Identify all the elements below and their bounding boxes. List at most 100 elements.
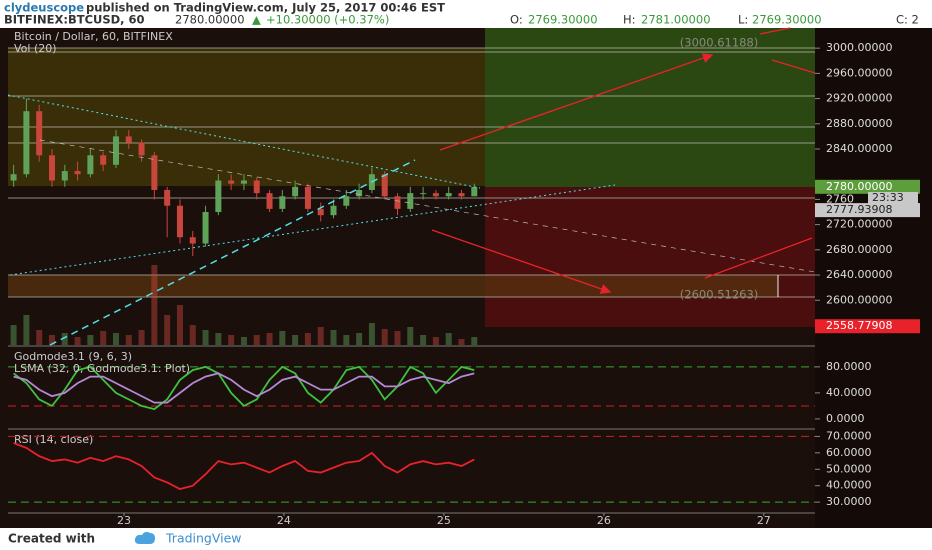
volume-bar [138, 330, 145, 345]
low: 2769.30000 [752, 13, 822, 27]
volume-bar [432, 337, 439, 345]
price-label: 2780.00000 [826, 180, 892, 193]
y-tick-label: 2600.00000 [826, 293, 892, 306]
volume-bar [368, 323, 375, 345]
y-tick-label: 2920.00000 [826, 92, 892, 105]
change-arrow: ▲ [252, 13, 261, 27]
annotation: (3000.61188) [680, 35, 758, 49]
y-tick-label: 2840.00000 [826, 142, 892, 155]
y-tick-label: 2760 [826, 192, 854, 205]
y-tick-label: 2720.00000 [826, 218, 892, 231]
volume-bar [215, 333, 222, 345]
volume-label: Vol (20) [14, 42, 57, 55]
volume-bar [10, 325, 17, 345]
candle-body [432, 193, 439, 197]
volume-bar [343, 335, 350, 345]
volume-bar [420, 335, 427, 345]
candle-body [74, 171, 81, 175]
open: 2769.30000 [528, 13, 598, 27]
candle-body [138, 142, 145, 156]
y-tick-label: 0.0000 [826, 412, 865, 425]
price-label: 2777.93908 [826, 203, 892, 216]
volume-bar [381, 329, 388, 345]
volume-bar [125, 335, 132, 345]
y-tick-label: 30.0000 [826, 495, 872, 508]
volume-bar [394, 331, 401, 345]
candle-body [100, 155, 107, 165]
panel-title: Godmode3.1 (9, 6, 3) [14, 350, 132, 363]
y-tick-label: 70.0000 [826, 429, 872, 442]
header-bar [0, 0, 932, 28]
candle-body [292, 186, 299, 197]
panel-title: Bitcoin / Dollar, 60, BITFINEX [14, 30, 173, 43]
volume-bar [228, 335, 235, 345]
candle-body [215, 180, 222, 213]
x-tick-label: 26 [597, 514, 611, 527]
created-with: Created with [8, 532, 95, 546]
volume-bar [112, 333, 119, 345]
author[interactable]: clydeuscope [4, 1, 84, 15]
x-tick-label: 23 [117, 514, 131, 527]
candle-body [36, 111, 43, 156]
candle-body [407, 193, 414, 209]
legend-entry: LSMA (32, 0, Godmode3.1: Plot) [14, 362, 190, 375]
candle-body [228, 180, 235, 184]
countdown-box [868, 192, 918, 204]
brand[interactable]: TradingView [165, 531, 242, 546]
volume-bar [48, 335, 55, 345]
candle-body [279, 196, 286, 209]
x-tick-label: 24 [277, 514, 291, 527]
volume-bar [74, 337, 81, 345]
x-tick-label: 25 [437, 514, 451, 527]
candle-body [10, 174, 17, 181]
drawings [7, 27, 816, 346]
logo [134, 531, 155, 544]
high-label: H: [623, 13, 636, 27]
y-tick-label: 80.0000 [826, 360, 872, 373]
volume-bar [279, 331, 286, 345]
change: +10.30000 (+0.37%) [266, 13, 389, 27]
volume-bar [330, 330, 337, 345]
candle-body [394, 196, 401, 209]
low-label: L: [738, 13, 748, 27]
candle-body [23, 111, 30, 175]
support-zone [8, 275, 778, 297]
volume-bar [471, 337, 478, 345]
candle-body [330, 205, 337, 216]
candle-body [343, 196, 350, 206]
footer-bar [0, 528, 932, 550]
volume-bar [292, 335, 299, 345]
candle-body [176, 205, 183, 238]
volume-bar [458, 339, 465, 345]
volume-bar [266, 333, 273, 345]
zone [8, 48, 485, 186]
price-axis-background [815, 28, 932, 528]
volume-bar [202, 330, 209, 345]
volume-bar [189, 325, 196, 345]
last-price: 2780.00000 [175, 13, 245, 27]
volume-bar [87, 335, 94, 345]
volume-bar [407, 327, 414, 345]
countdown: 23:33 [872, 191, 904, 204]
stop-zone [485, 187, 815, 327]
y-tick-label: 50.0000 [826, 462, 872, 475]
published: published on TradingView.com, July 25, 2… [86, 1, 445, 15]
volume-bar [356, 333, 363, 345]
volume-bar [164, 315, 171, 345]
x-tick-label: 27 [757, 514, 771, 527]
candle-body [253, 180, 260, 194]
y-tick-label: 60.0000 [826, 446, 872, 459]
price-label-box [815, 319, 920, 334]
volume-bar [61, 333, 68, 345]
volume-bar [240, 337, 247, 345]
volume-bar [151, 265, 158, 345]
candle-body [266, 193, 273, 209]
candle-body [125, 136, 132, 143]
candle-body [420, 193, 427, 195]
candle-body [87, 155, 94, 175]
volume-bar [304, 333, 311, 345]
volume-bar [317, 327, 324, 345]
candle-body [48, 155, 55, 181]
